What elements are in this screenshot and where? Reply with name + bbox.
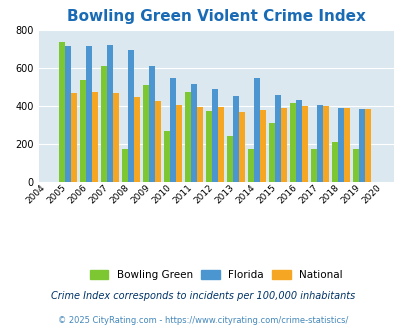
Bar: [164, 131, 170, 182]
Bar: [185, 92, 191, 182]
Bar: [122, 149, 128, 182]
Bar: [59, 42, 65, 182]
Bar: [176, 105, 181, 182]
Bar: [311, 149, 317, 182]
Bar: [155, 101, 160, 182]
Bar: [232, 96, 239, 182]
Legend: Bowling Green, Florida, National: Bowling Green, Florida, National: [85, 266, 346, 284]
Text: © 2025 CityRating.com - https://www.cityrating.com/crime-statistics/: © 2025 CityRating.com - https://www.city…: [58, 316, 347, 325]
Bar: [254, 78, 260, 182]
Bar: [149, 66, 155, 182]
Bar: [65, 46, 71, 182]
Bar: [260, 110, 265, 182]
Bar: [206, 111, 212, 182]
Title: Bowling Green Violent Crime Index: Bowling Green Violent Crime Index: [66, 9, 365, 24]
Bar: [337, 108, 343, 182]
Bar: [269, 123, 275, 182]
Bar: [248, 149, 254, 182]
Bar: [107, 45, 113, 182]
Bar: [322, 106, 328, 182]
Bar: [364, 109, 370, 182]
Bar: [80, 80, 86, 182]
Bar: [170, 79, 176, 182]
Bar: [353, 149, 358, 182]
Bar: [317, 105, 322, 182]
Bar: [239, 112, 244, 182]
Bar: [134, 97, 140, 182]
Bar: [280, 109, 286, 182]
Bar: [217, 108, 224, 182]
Text: Crime Index corresponds to incidents per 100,000 inhabitants: Crime Index corresponds to incidents per…: [51, 291, 354, 301]
Bar: [212, 88, 217, 182]
Bar: [296, 100, 301, 182]
Bar: [290, 103, 296, 182]
Bar: [358, 109, 364, 182]
Bar: [101, 66, 107, 182]
Bar: [86, 46, 92, 182]
Bar: [301, 106, 307, 182]
Bar: [143, 85, 149, 182]
Bar: [191, 84, 196, 182]
Bar: [92, 92, 98, 182]
Bar: [227, 136, 232, 182]
Bar: [343, 109, 349, 182]
Bar: [128, 50, 134, 182]
Bar: [332, 142, 337, 182]
Bar: [196, 108, 202, 182]
Bar: [71, 93, 77, 182]
Bar: [275, 95, 280, 182]
Bar: [113, 93, 119, 182]
